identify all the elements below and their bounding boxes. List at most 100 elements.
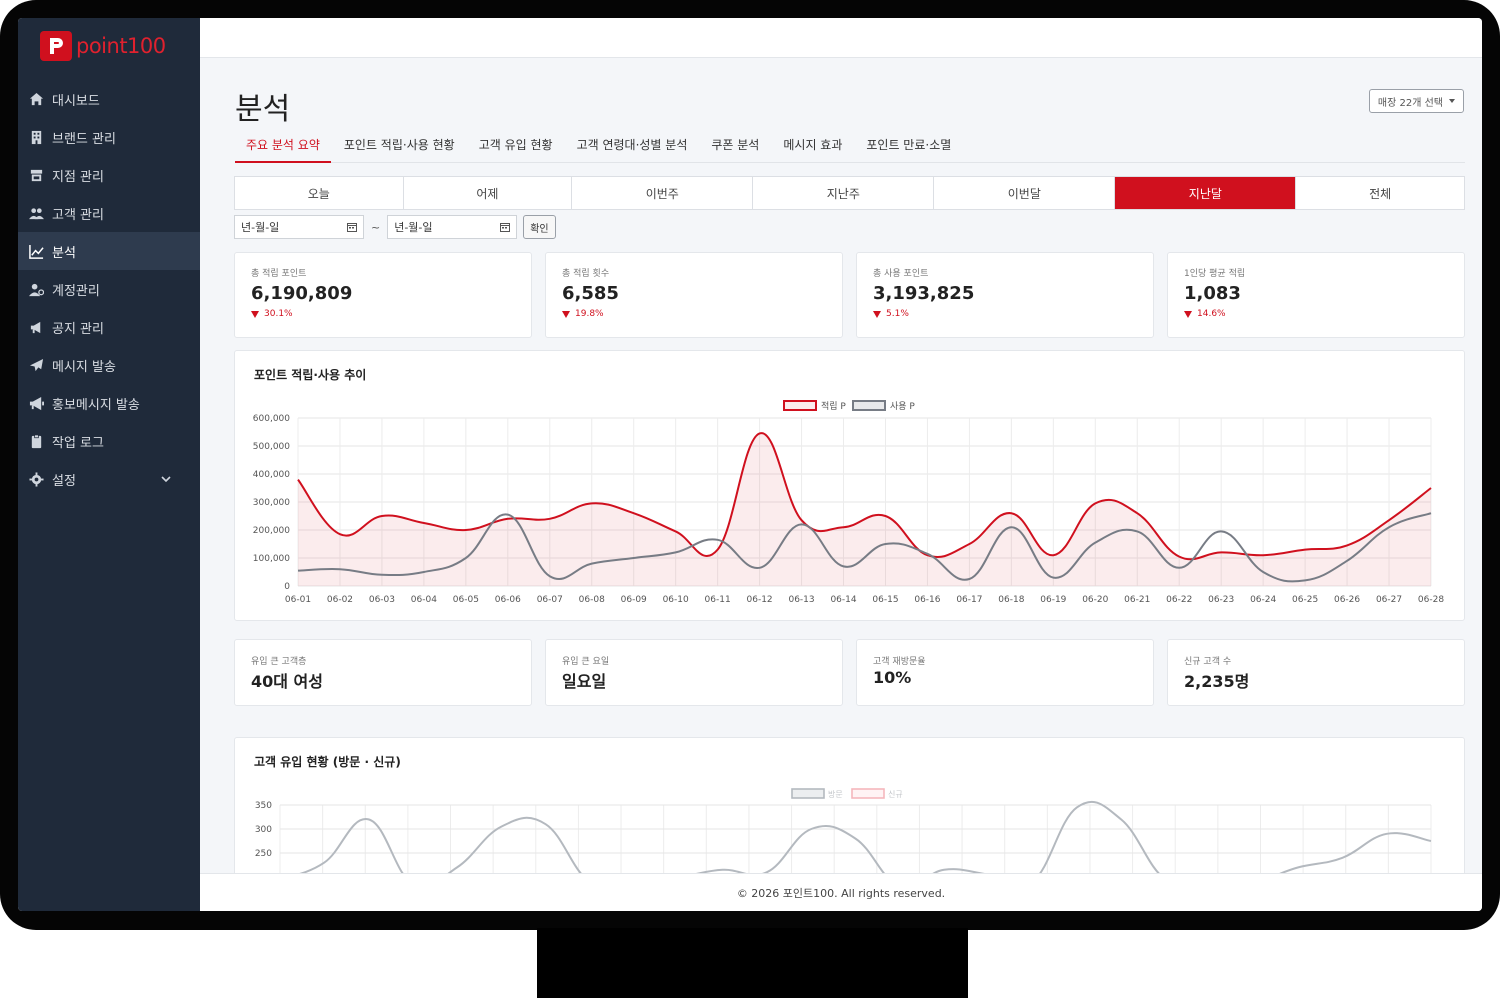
stat-value: 6,585	[562, 283, 619, 304]
x-tick-label: 06-01	[285, 595, 311, 605]
x-tick-label: 06-06	[495, 595, 521, 605]
date-filter: 년-월-일 ~ 년-월-일 확인	[234, 215, 556, 239]
arrow-down-icon	[562, 310, 570, 318]
stat-label: 총 사용 포인트	[873, 269, 929, 279]
insight-label: 유입 큰 고객층	[251, 657, 307, 667]
stat-value: 3,193,825	[873, 283, 975, 304]
insight-label: 고객 재방문율	[873, 657, 926, 667]
visitor-trend-card: 고객 유입 현황 (방문 · 신규) 200250300350방문신규	[234, 737, 1465, 897]
legend-label: 방문	[828, 789, 843, 799]
analysis-tab[interactable]: 고객 유입 현황	[478, 138, 553, 152]
sidebar-item-label: 메시지 발송	[52, 359, 116, 375]
x-tick-label: 06-25	[1292, 595, 1318, 605]
analysis-tab[interactable]: 주요 분석 요약	[235, 136, 331, 163]
clipboard-icon	[28, 433, 44, 449]
sidebar-item-label: 공지 관리	[52, 321, 104, 337]
sidebar-item-label: 작업 로그	[52, 435, 104, 451]
confirm-button[interactable]: 확인	[523, 215, 556, 239]
end-date-placeholder: 년-월-일	[394, 221, 433, 234]
brand-logo[interactable]: point100	[40, 30, 166, 62]
x-tick-label: 06-12	[747, 595, 773, 605]
x-tick-label: 06-08	[579, 595, 605, 605]
start-date-placeholder: 년-월-일	[241, 221, 280, 234]
x-tick-label: 06-09	[621, 595, 647, 605]
series-line	[297, 512, 1432, 583]
period-button[interactable]: 어제	[404, 177, 573, 209]
period-selector: 오늘 어제 이번주 지난주 이번달 지난달 전체	[234, 176, 1465, 210]
legend-label: 적립 P	[821, 400, 846, 412]
bullhorn-icon	[28, 395, 44, 411]
sidebar-item[interactable]: 홍보메시지 발송	[18, 384, 200, 422]
sidebar-item[interactable]: 분석	[18, 232, 200, 270]
x-tick-label: 06-27	[1376, 595, 1402, 605]
stat-change-value: 14.6%	[1197, 309, 1226, 319]
x-tick-label: 06-15	[872, 595, 898, 605]
sidebar-item[interactable]: 공지 관리	[18, 308, 200, 346]
sidebar-item[interactable]: 계정관리	[18, 270, 200, 308]
x-tick-label: 06-19	[1040, 595, 1066, 605]
y-tick-label: 500,000	[253, 442, 290, 452]
sidebar-item[interactable]: 지점 관리	[18, 156, 200, 194]
calendar-icon	[347, 223, 357, 232]
store-select[interactable]: 매장 22개 선택	[1368, 89, 1464, 113]
megaphone-icon	[28, 319, 44, 335]
period-button[interactable]: 지난달	[1115, 177, 1297, 209]
sidebar-item-label: 계정관리	[52, 283, 100, 299]
users-icon	[28, 205, 44, 221]
sidebar-item-label: 지점 관리	[52, 169, 104, 185]
legend-swatch	[851, 788, 885, 799]
stat-change-value: 5.1%	[886, 309, 909, 319]
analysis-tab[interactable]: 고객 연령대·성별 분석	[576, 138, 688, 152]
analysis-tab[interactable]: 포인트 만료·소멸	[866, 138, 952, 152]
period-button[interactable]: 이번달	[934, 177, 1116, 209]
period-button[interactable]: 지난주	[753, 177, 935, 209]
page-title: 분석	[235, 92, 291, 127]
x-tick-label: 06-14	[830, 595, 856, 605]
x-tick-label: 06-21	[1124, 595, 1150, 605]
sidebar-item[interactable]: 대시보드	[18, 80, 200, 118]
x-tick-label: 06-16	[914, 595, 940, 605]
x-tick-label: 06-10	[663, 595, 689, 605]
sidebar-item[interactable]: 고객 관리	[18, 194, 200, 232]
building-icon	[28, 129, 44, 145]
period-button[interactable]: 이번주	[572, 177, 754, 209]
period-button[interactable]: 오늘	[235, 177, 404, 209]
sidebar-item[interactable]: 메시지 발송	[18, 346, 200, 384]
logo-mark-icon	[40, 31, 72, 61]
y-tick-label: 300	[255, 825, 272, 835]
stat-card: 총 사용 포인트 3,193,825 5.1%	[856, 252, 1154, 338]
insight-card: 신규 고객 수 2,235명	[1167, 639, 1465, 706]
stat-change-value: 30.1%	[264, 309, 293, 319]
insight-label: 유입 큰 요일	[562, 657, 610, 667]
insight-card: 유입 큰 요일 일요일	[545, 639, 843, 706]
start-date-input[interactable]: 년-월-일	[234, 215, 364, 239]
sidebar-item[interactable]: 브랜드 관리	[18, 118, 200, 156]
y-tick-label: 250	[255, 849, 272, 859]
sidebar-item[interactable]: 설정	[18, 460, 200, 498]
sidebar-item-label: 설정	[52, 473, 76, 489]
sidebar-item[interactable]: 작업 로그	[18, 422, 200, 460]
arrow-down-icon	[251, 310, 259, 318]
points-trend-chart: 0 100,000 200,000 300,000 400,000 500,000 600,…	[253, 400, 1444, 605]
y-tick-label: 300,000	[253, 498, 290, 508]
analysis-tab[interactable]: 포인트 적립·사용 현황	[343, 138, 455, 152]
x-tick-label: 06-04	[411, 595, 437, 605]
x-tick-label: 06-22	[1166, 595, 1192, 605]
end-date-input[interactable]: 년-월-일	[387, 215, 518, 239]
x-tick-label: 06-18	[998, 595, 1024, 605]
y-tick-label: 200,000	[253, 526, 290, 536]
period-button[interactable]: 전체	[1369, 186, 1392, 201]
points-trend-card: 포인트 적립·사용 추이 0 100,000 200,000 300,000 400,0…	[234, 350, 1465, 621]
legend-swatch	[852, 400, 886, 411]
arrow-down-icon	[873, 310, 881, 318]
stat-label: 총 적립 포인트	[251, 269, 307, 279]
analysis-tab[interactable]: 쿠폰 분석	[711, 138, 760, 152]
sidebar-item-label: 브랜드 관리	[52, 131, 116, 147]
stat-label: 1인당 평균 적립	[1184, 269, 1246, 279]
analysis-tab[interactable]: 메시지 효과	[783, 138, 843, 152]
stat-change-value: 19.8%	[575, 309, 604, 319]
stat-change: 14.6%	[1184, 309, 1226, 319]
chart-title: 포인트 적립·사용 추이	[254, 368, 367, 382]
legend-label: 사용 P	[890, 401, 915, 412]
